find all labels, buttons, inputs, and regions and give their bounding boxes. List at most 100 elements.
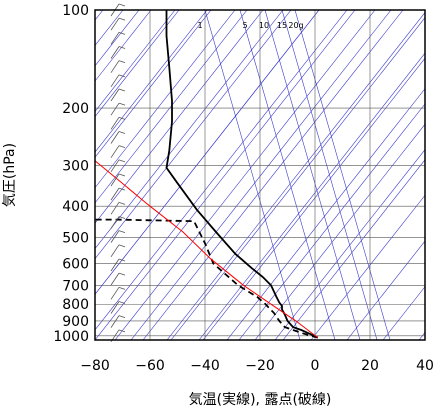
wind-barb-staff — [110, 258, 120, 272]
wind-barb-flag — [118, 244, 126, 248]
y-tick-label: 900 — [62, 314, 89, 330]
mixing-ratio-line — [264, 10, 361, 340]
dry-adiabat-line — [238, 103, 425, 340]
wind-barb-staff — [110, 202, 120, 215]
wind-barb — [110, 46, 126, 59]
wind-barb-flag — [118, 159, 126, 163]
wind-barb-flag — [118, 329, 126, 333]
y-tick-label: 800 — [62, 297, 89, 313]
tick-labels: −80 −60 −40 −20 0 20 40 100 200 300 400 500 600 700 80… — [53, 3, 434, 374]
mixing-ratio-label: 20g — [288, 21, 303, 30]
moist-adiabat-line — [95, 10, 236, 189]
mixing-ratio-label: 1 — [197, 21, 202, 30]
moist-adiabat-line — [95, 10, 320, 295]
profile-lines — [95, 10, 319, 339]
mixing-ratio-label: 5 — [242, 21, 247, 30]
dry-adiabat-line — [166, 12, 425, 340]
y-tick-label: 300 — [62, 158, 89, 174]
wind-barb-staff — [110, 301, 120, 314]
x-tick-label: −60 — [135, 358, 165, 374]
y-tick-label: 100 — [62, 3, 89, 19]
wind-barb-flag — [118, 116, 126, 120]
dry-adiabat-line — [95, 10, 176, 113]
dry-adiabat-line — [130, 10, 392, 340]
x-axis-title: 気温(実線), 露点(破線) — [189, 392, 332, 408]
x-tick-label: 0 — [311, 358, 320, 374]
wind-barb-flag — [118, 230, 126, 234]
y-tick-label: 500 — [62, 231, 89, 247]
wind-barb — [110, 102, 126, 116]
dewpoint-line — [95, 218, 319, 339]
moist-adiabat-line — [254, 123, 425, 340]
dry-adiabat-line — [95, 10, 212, 158]
wind-barb-staff — [110, 159, 120, 173]
wind-barb-flag — [118, 31, 126, 35]
dry-adiabat-line — [95, 10, 356, 340]
wind-barb-flag — [118, 258, 126, 262]
wind-barb — [110, 201, 126, 215]
wind-barb — [110, 60, 126, 73]
wind-barb-staff — [110, 216, 120, 229]
wind-barb-flag — [118, 60, 126, 64]
wind-barb — [110, 88, 126, 102]
moist-adiabat-line — [95, 10, 208, 153]
wind-barb-flag — [118, 301, 126, 304]
wind-barb-staff — [110, 60, 120, 73]
wind-barb-flag — [118, 145, 126, 149]
dry-adiabat-line — [95, 10, 284, 250]
wind-barb — [110, 116, 126, 130]
wind-barb-flag — [118, 201, 126, 205]
y-axis-title: 気圧(hPa) — [2, 143, 18, 207]
wind-barb-flag — [118, 17, 126, 21]
wind-barb — [110, 187, 126, 201]
wind-barb-flag — [118, 74, 126, 78]
wind-barb-flag — [118, 216, 126, 219]
wind-barb — [110, 216, 126, 229]
wind-barb — [110, 145, 126, 158]
dry-adiabat-line — [274, 149, 425, 340]
parcel-line — [95, 160, 319, 338]
dry-adiabat-line — [346, 240, 425, 340]
mixing-ratio-label: 10 — [259, 21, 269, 30]
dry-adiabat-line — [95, 10, 248, 204]
guide-lines — [95, 10, 425, 340]
wind-barb-staff — [110, 74, 120, 88]
mixing-ratio-line — [281, 10, 378, 340]
wind-barb-staff — [110, 230, 120, 243]
wind-barb-staff — [110, 17, 120, 31]
wind-barb-staff — [110, 287, 120, 300]
wind-barb-staff — [110, 117, 120, 130]
x-tick-label: −40 — [190, 358, 220, 374]
wind-barb-staff — [110, 145, 120, 158]
mixing-ratio-line — [239, 10, 336, 340]
wind-barb-flag — [118, 3, 126, 7]
mixing-ratio-line — [294, 10, 391, 340]
wind-barb-flag — [118, 286, 126, 290]
wind-barb — [110, 258, 126, 272]
y-tick-label: 1000 — [53, 329, 89, 345]
wind-barb — [110, 272, 126, 286]
wind-barb — [110, 74, 126, 88]
wind-barb-staff — [110, 102, 120, 116]
dry-adiabat-line — [202, 57, 425, 340]
temperature-line — [165, 10, 319, 339]
dry-adiabat-line — [382, 286, 425, 340]
moist-adiabat-line — [282, 159, 425, 340]
moist-adiabat-line — [198, 52, 425, 340]
dry-adiabat-line — [418, 331, 425, 340]
y-tick-label: 400 — [62, 199, 89, 215]
wind-barb — [110, 173, 126, 187]
mixing-ratio-label: 15 — [277, 21, 287, 30]
wind-barb — [110, 315, 126, 328]
moist-adiabat-line — [95, 10, 348, 331]
wind-barb — [110, 159, 126, 173]
wind-barb-staff — [110, 131, 120, 144]
mixing-ratio-line — [204, 10, 301, 340]
wind-barb — [110, 286, 126, 300]
wind-barb-staff — [110, 173, 120, 187]
wind-barb — [110, 17, 126, 31]
dry-adiabat-line — [310, 194, 425, 340]
moist-adiabat-line — [114, 10, 376, 340]
